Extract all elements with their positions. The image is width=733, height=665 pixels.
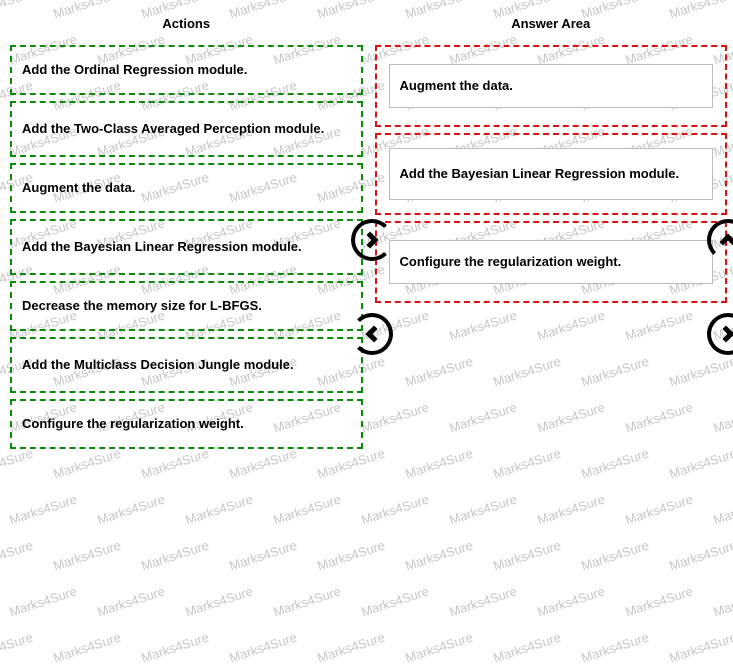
- answer-slot[interactable]: Add the Bayesian Linear Regression modul…: [375, 133, 728, 215]
- move-right-button[interactable]: [351, 219, 393, 261]
- action-item[interactable]: Decrease the memory size for L-BFGS.: [10, 281, 363, 331]
- action-item[interactable]: Add the Multiclass Decision Jungle modul…: [10, 337, 363, 393]
- answer-label: Augment the data.: [400, 77, 513, 95]
- actions-heading: Actions: [10, 10, 363, 45]
- answer-item[interactable]: Add the Bayesian Linear Regression modul…: [389, 148, 714, 200]
- answer-slot[interactable]: Configure the regularization weight.: [375, 221, 728, 303]
- actions-column: Actions Add the Ordinal Regression modul…: [10, 10, 363, 455]
- action-label: Augment the data.: [22, 179, 135, 197]
- move-right-button[interactable]: [707, 313, 733, 355]
- move-left-button[interactable]: [351, 313, 393, 355]
- answer-label: Add the Bayesian Linear Regression modul…: [400, 165, 680, 183]
- main-content: Actions Add the Ordinal Regression modul…: [0, 0, 733, 455]
- answer-label: Configure the regularization weight.: [400, 253, 622, 271]
- action-label: Configure the regularization weight.: [22, 415, 244, 433]
- action-label: Add the Multiclass Decision Jungle modul…: [22, 356, 294, 374]
- action-label: Add the Two-Class Averaged Perception mo…: [22, 120, 324, 138]
- chevron-right-icon: [718, 326, 733, 343]
- answer-column: Answer Area Augment the data. Add the Ba…: [375, 10, 728, 455]
- chevron-left-icon: [365, 326, 382, 343]
- action-label: Decrease the memory size for L-BFGS.: [22, 297, 262, 315]
- chevron-up-icon: [720, 234, 733, 251]
- answer-heading: Answer Area: [375, 10, 728, 45]
- action-item[interactable]: Augment the data.: [10, 163, 363, 213]
- answer-item[interactable]: Augment the data.: [389, 64, 714, 108]
- action-label: Add the Bayesian Linear Regression modul…: [22, 238, 302, 256]
- action-label: Add the Ordinal Regression module.: [22, 61, 247, 79]
- action-item[interactable]: Configure the regularization weight.: [10, 399, 363, 449]
- answer-slot[interactable]: Augment the data.: [375, 45, 728, 127]
- chevron-right-icon: [361, 232, 378, 249]
- action-item[interactable]: Add the Bayesian Linear Regression modul…: [10, 219, 363, 275]
- action-item[interactable]: Add the Two-Class Averaged Perception mo…: [10, 101, 363, 157]
- answer-area: Augment the data. Add the Bayesian Linea…: [375, 45, 728, 303]
- action-item[interactable]: Add the Ordinal Regression module.: [10, 45, 363, 95]
- answer-item[interactable]: Configure the regularization weight.: [389, 240, 714, 284]
